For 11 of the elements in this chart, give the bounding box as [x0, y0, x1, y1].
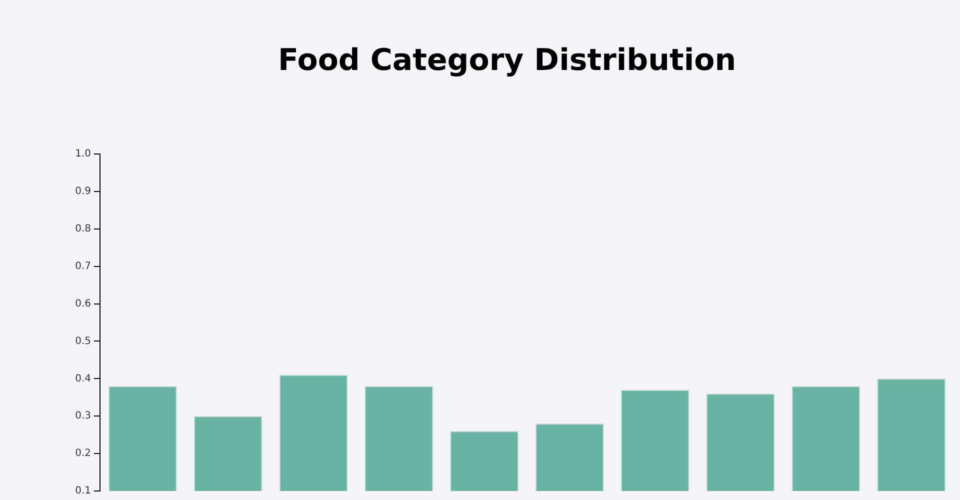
- y-tick-label: 0.3: [75, 410, 91, 422]
- y-tick-label: 0.5: [75, 336, 91, 347]
- y-tick-label: 0.8: [75, 223, 91, 234]
- y-tick-label: 0.6: [75, 298, 91, 310]
- y-tick-label: 0.4: [75, 373, 91, 384]
- y-tick-label: 0.1: [75, 486, 91, 497]
- y-tick-label: 0.7: [75, 260, 91, 272]
- y-tick-label: 1.0: [75, 148, 91, 160]
- y-tick-label: 0.2: [75, 448, 91, 460]
- chart-title: Food Category Distribution: [278, 42, 736, 78]
- y-tick-label: 0.9: [75, 186, 91, 198]
